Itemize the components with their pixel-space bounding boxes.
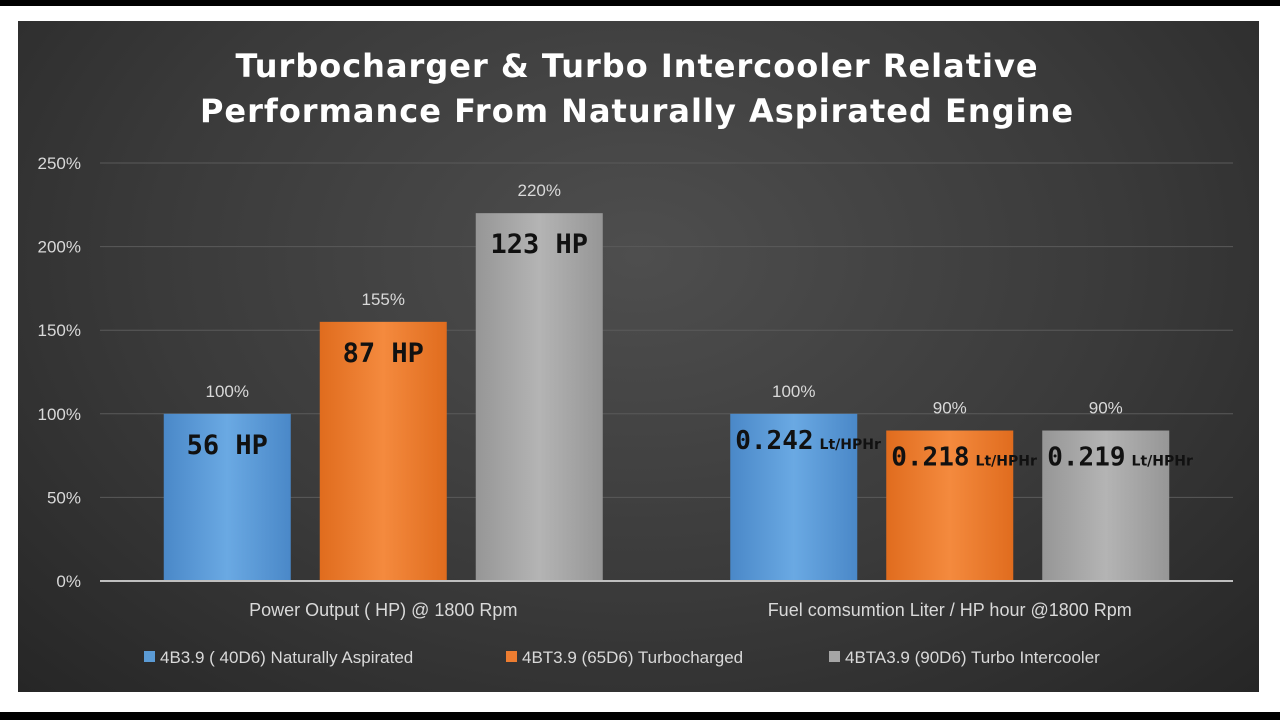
bar-inner-unit: Lt/HPHr bbox=[976, 454, 1037, 470]
y-axis-ticks: 0% 50% 100% 150% 200% 250% bbox=[38, 154, 81, 591]
legend: 4B3.9 ( 40D6) Naturally Aspirated 4BT3.9 … bbox=[144, 648, 1100, 667]
chart-title-line-1: Turbocharger & Turbo Intercooler Relativ… bbox=[235, 47, 1038, 85]
legend-label: 4BT3.9 (65D6) Turbocharged bbox=[522, 648, 743, 667]
bar-inner-unit: Lt/HPHr bbox=[820, 437, 881, 453]
bar bbox=[730, 413, 858, 581]
bar-inner-label: 87 HP bbox=[343, 338, 424, 369]
bottom-frame-bar bbox=[0, 712, 1280, 720]
bar bbox=[163, 413, 291, 581]
bar-inner-label: 56 HP bbox=[187, 430, 268, 461]
bar-value-label: 90% bbox=[1089, 399, 1123, 418]
legend-label: 4B3.9 ( 40D6) Naturally Aspirated bbox=[160, 648, 413, 667]
y-tick-label: 250% bbox=[38, 154, 81, 173]
bars: 100% 56 HP 155% 87 HP 220% 123 HP 100% 0.242 Lt/… bbox=[163, 181, 1193, 581]
legend-label: 4BTA3.9 (90D6) Turbo Intercooler bbox=[845, 648, 1100, 667]
x-category-label: Power Output ( HP) @ 1800 Rpm bbox=[249, 600, 517, 620]
x-category-label: Fuel comsumtion Liter / HP hour @1800 Rp… bbox=[768, 600, 1132, 620]
legend-swatch bbox=[829, 651, 840, 662]
legend-swatch bbox=[506, 651, 517, 662]
y-tick-label: 150% bbox=[38, 321, 81, 340]
bar-inner-unit: Lt/HPHr bbox=[1132, 454, 1193, 470]
bar-inner-label: 123 HP bbox=[490, 229, 588, 260]
chart-title-line-2: Performance From Naturally Aspirated Eng… bbox=[200, 92, 1074, 130]
y-tick-label: 100% bbox=[38, 405, 81, 424]
y-tick-label: 0% bbox=[56, 572, 81, 591]
bar bbox=[475, 213, 603, 581]
bar bbox=[886, 430, 1014, 581]
legend-swatch bbox=[144, 651, 155, 662]
bar-value-label: 155% bbox=[362, 290, 405, 309]
category-labels: Power Output ( HP) @ 1800 Rpm Fuel comsum… bbox=[249, 600, 1132, 620]
bar-inner-label: 0.218 Lt/HPHr bbox=[891, 443, 1037, 473]
bar-value-label: 90% bbox=[933, 399, 967, 418]
bar-value-label: 100% bbox=[206, 382, 249, 401]
bar-inner-label: 0.219 Lt/HPHr bbox=[1047, 443, 1193, 473]
bar bbox=[319, 321, 447, 581]
y-tick-label: 200% bbox=[38, 238, 81, 257]
top-frame-bar bbox=[0, 0, 1280, 6]
bar-value-label: 100% bbox=[772, 382, 815, 401]
bar-value-label: 220% bbox=[518, 181, 561, 200]
y-tick-label: 50% bbox=[47, 488, 81, 507]
bar-inner-label: 0.242 Lt/HPHr bbox=[735, 426, 881, 456]
bar bbox=[1042, 430, 1170, 581]
